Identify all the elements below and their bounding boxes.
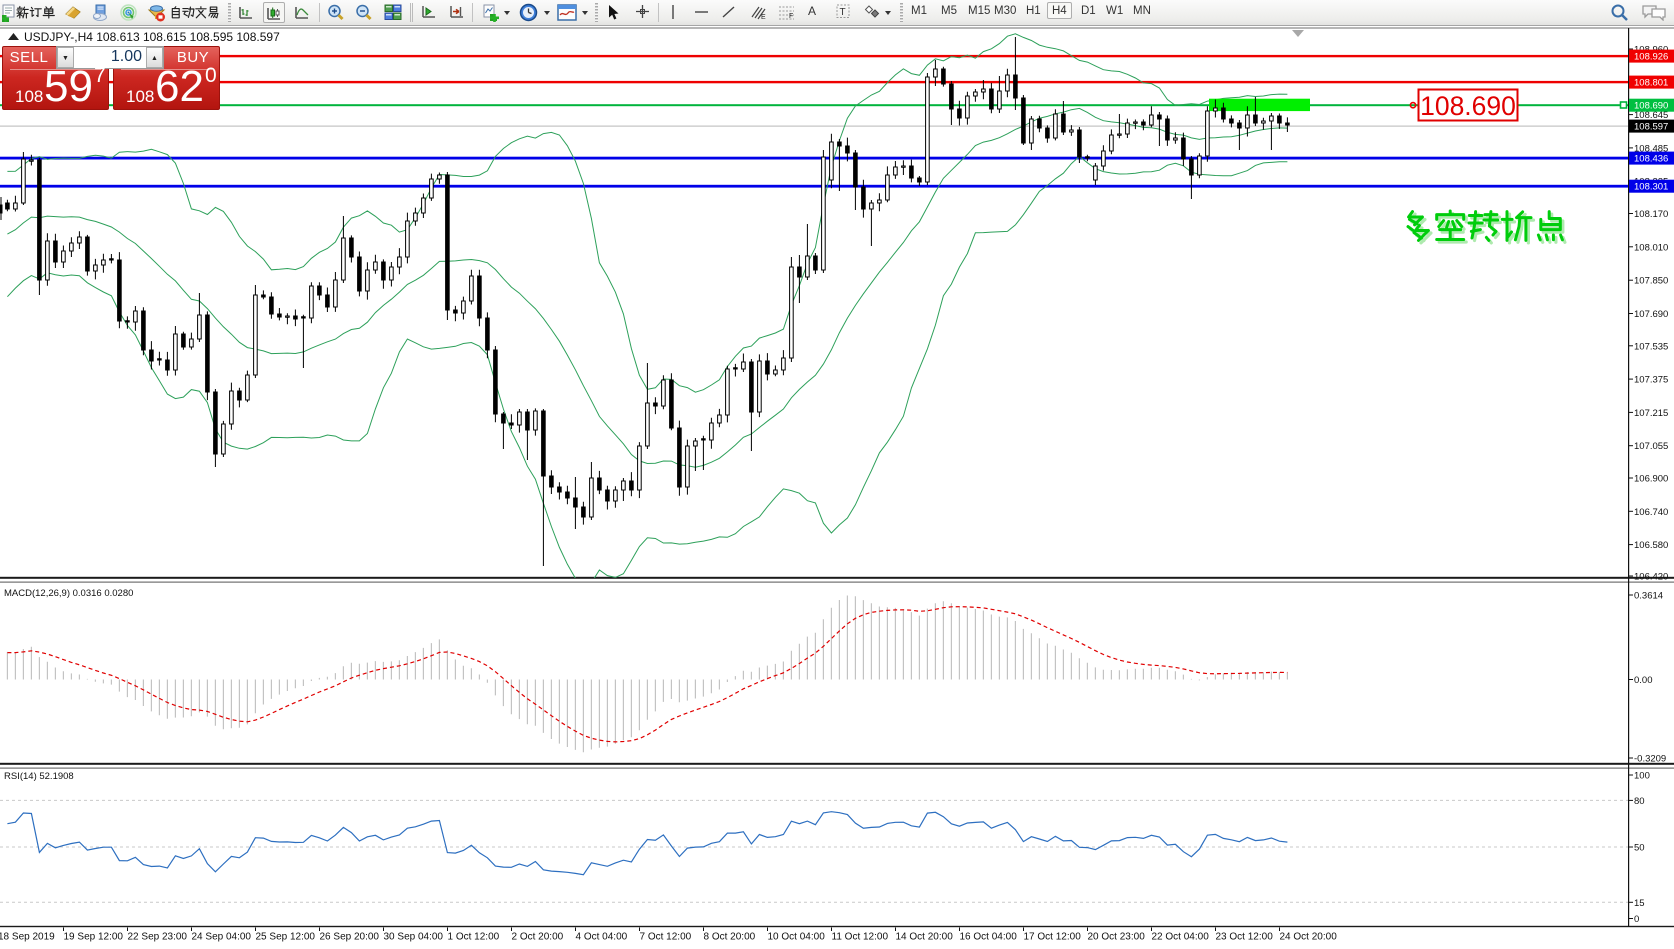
- svg-text:11 Oct 12:00: 11 Oct 12:00: [832, 932, 889, 943]
- svg-text:USDJPY-,H4 108.613 108.615 10: USDJPY-,H4 108.613 108.615 108.595 108.5…: [24, 30, 280, 44]
- svg-text:T: T: [840, 7, 846, 18]
- svg-text:108.645: 108.645: [1634, 110, 1668, 121]
- svg-text:108.690: 108.690: [1634, 101, 1668, 112]
- svg-text:107.850: 107.850: [1634, 276, 1668, 287]
- svg-text:106.420: 106.420: [1634, 572, 1668, 583]
- svg-text:MACD(12,26,9) 0.0316 0.0280: MACD(12,26,9) 0.0316 0.0280: [4, 588, 133, 599]
- svg-text:108.301: 108.301: [1634, 182, 1668, 193]
- svg-text:106.580: 106.580: [1634, 540, 1668, 551]
- svg-text:25 Sep 12:00: 25 Sep 12:00: [256, 932, 316, 943]
- svg-text:4 Oct 04:00: 4 Oct 04:00: [576, 932, 628, 943]
- svg-text:23 Oct 12:00: 23 Oct 12:00: [1216, 932, 1274, 943]
- svg-text:14 Oct 20:00: 14 Oct 20:00: [896, 932, 954, 943]
- svg-text:108.597: 108.597: [1634, 122, 1668, 133]
- svg-text:108.690: 108.690: [1420, 91, 1516, 121]
- svg-text:0.00: 0.00: [1634, 675, 1653, 686]
- svg-text:106.740: 106.740: [1634, 507, 1668, 518]
- svg-text:19 Sep 12:00: 19 Sep 12:00: [64, 932, 124, 943]
- svg-text:24 Sep 04:00: 24 Sep 04:00: [192, 932, 252, 943]
- svg-text:7 Oct 12:00: 7 Oct 12:00: [640, 932, 692, 943]
- svg-text:50: 50: [1634, 843, 1645, 854]
- svg-text:107.055: 107.055: [1634, 441, 1668, 452]
- svg-text:24 Oct 20:00: 24 Oct 20:00: [1280, 932, 1338, 943]
- svg-text:100: 100: [1634, 771, 1650, 782]
- svg-text:10 Oct 04:00: 10 Oct 04:00: [768, 932, 826, 943]
- svg-text:80: 80: [1634, 796, 1645, 807]
- svg-text:107.375: 107.375: [1634, 375, 1668, 386]
- svg-text:108.485: 108.485: [1634, 143, 1668, 154]
- svg-text:0: 0: [1634, 914, 1639, 925]
- svg-text:108.801: 108.801: [1634, 78, 1668, 89]
- svg-text:18 Sep 2019: 18 Sep 2019: [0, 932, 55, 943]
- svg-text:107.690: 107.690: [1634, 309, 1668, 320]
- svg-text:106.900: 106.900: [1634, 474, 1668, 485]
- svg-text:1 Oct 12:00: 1 Oct 12:00: [448, 932, 500, 943]
- svg-text:2 Oct 20:00: 2 Oct 20:00: [512, 932, 564, 943]
- svg-text:20 Oct 23:00: 20 Oct 23:00: [1088, 932, 1146, 943]
- svg-text:108.010: 108.010: [1634, 242, 1668, 253]
- svg-text:-0.3209: -0.3209: [1634, 754, 1666, 765]
- svg-text:108.926: 108.926: [1634, 52, 1668, 63]
- svg-text:26 Sep 20:00: 26 Sep 20:00: [320, 932, 380, 943]
- svg-text:E: E: [761, 14, 766, 20]
- svg-text:107.535: 107.535: [1634, 341, 1668, 352]
- svg-text:17 Oct 12:00: 17 Oct 12:00: [1024, 932, 1082, 943]
- svg-text:22 Oct 04:00: 22 Oct 04:00: [1152, 932, 1210, 943]
- svg-text:15: 15: [1634, 898, 1645, 909]
- svg-text:108.170: 108.170: [1634, 209, 1668, 220]
- svg-text:F: F: [789, 13, 793, 20]
- svg-text:8 Oct 20:00: 8 Oct 20:00: [704, 932, 756, 943]
- svg-text:30 Sep 04:00: 30 Sep 04:00: [384, 932, 444, 943]
- svg-text:22 Sep 23:00: 22 Sep 23:00: [128, 932, 188, 943]
- svg-text:0.3614: 0.3614: [1634, 591, 1663, 602]
- svg-text:108.436: 108.436: [1634, 154, 1668, 165]
- svg-text:107.215: 107.215: [1634, 408, 1668, 419]
- svg-text:16 Oct 04:00: 16 Oct 04:00: [960, 932, 1018, 943]
- svg-text:RSI(14) 52.1908: RSI(14) 52.1908: [4, 771, 74, 782]
